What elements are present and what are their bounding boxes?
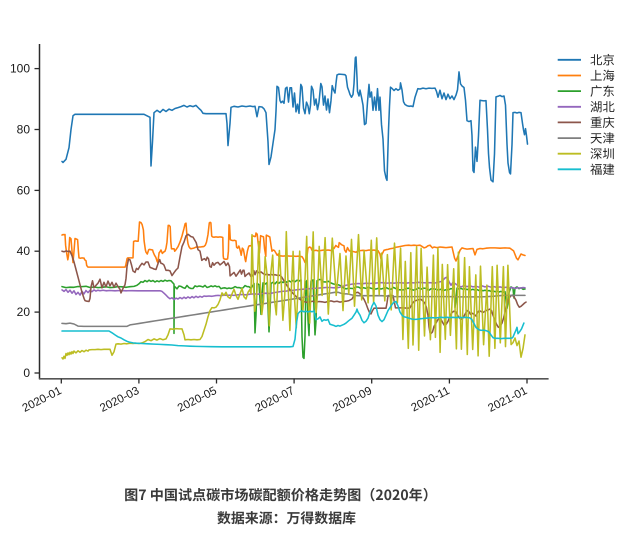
svg-text:100: 100 [10,62,30,76]
svg-text:60: 60 [17,183,31,197]
svg-text:0: 0 [23,366,30,380]
svg-text:20: 20 [17,305,31,319]
svg-text:40: 40 [17,244,31,258]
svg-text:80: 80 [17,123,31,137]
